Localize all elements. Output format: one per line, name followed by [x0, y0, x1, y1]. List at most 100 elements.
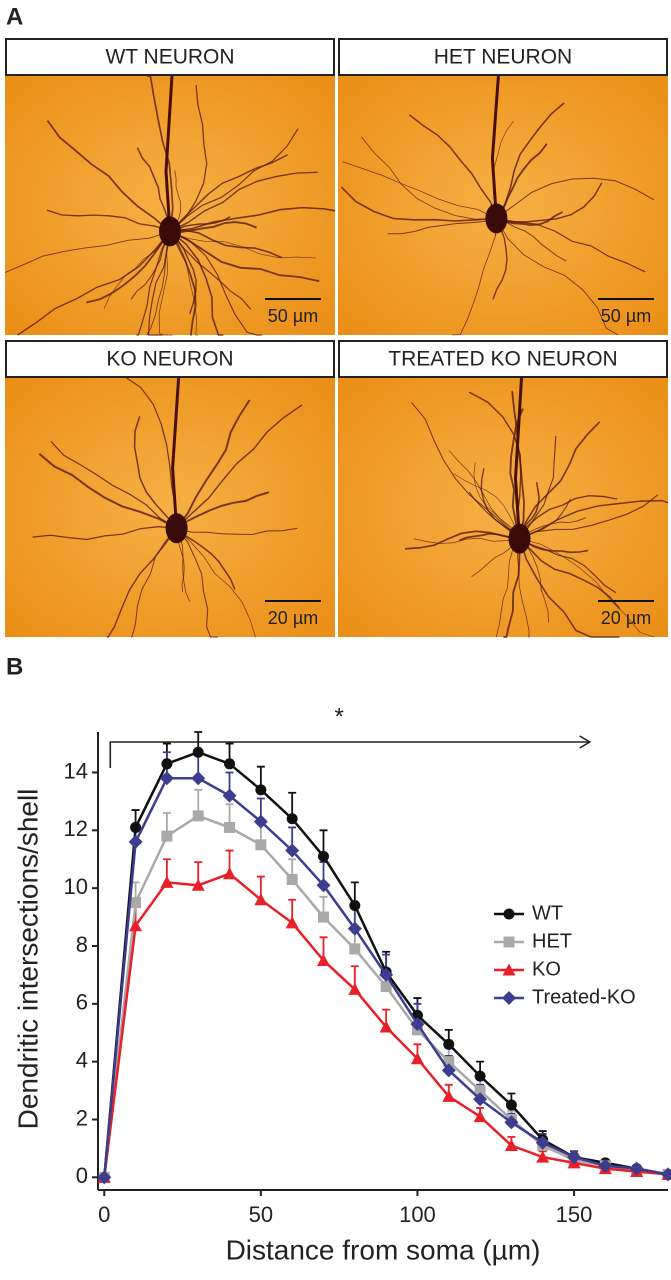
dendrite — [495, 538, 520, 638]
dendrite — [176, 527, 219, 638]
soma — [165, 513, 188, 544]
data-point — [159, 771, 174, 786]
y-tick-label: 8 — [76, 932, 88, 957]
dendrite — [496, 177, 655, 219]
y-tick-label: 12 — [64, 816, 88, 841]
data-point — [379, 1020, 393, 1033]
title-box — [5, 38, 335, 76]
image-title: WT NEURON — [105, 46, 234, 69]
dendrite — [492, 218, 508, 300]
dendrite — [480, 468, 520, 540]
legend-marker — [503, 936, 515, 948]
legend-label: WT — [532, 902, 563, 924]
dendrite — [176, 527, 256, 638]
dendrite — [342, 161, 497, 219]
data-point — [192, 810, 204, 822]
data-point — [474, 1085, 486, 1097]
dendrite — [340, 186, 497, 222]
dendrite — [411, 402, 520, 539]
arrow-head — [579, 735, 592, 749]
scale-bar-label: 50 µm — [268, 306, 318, 326]
data-point — [349, 943, 361, 955]
data-point — [505, 1099, 517, 1111]
dendrite — [32, 526, 177, 541]
dendrite — [387, 218, 497, 235]
y-axis-label: Dendritic intersections/shell — [12, 789, 43, 1130]
data-point — [160, 875, 174, 888]
data-point — [380, 980, 392, 992]
data-point — [474, 1070, 486, 1082]
data-point — [222, 788, 237, 803]
dendrite — [169, 229, 283, 259]
dendrite — [404, 530, 520, 550]
dendrite — [496, 218, 619, 336]
dendrite — [46, 209, 171, 233]
apical-dendrite — [490, 75, 500, 219]
data-point — [191, 771, 206, 786]
data-point — [348, 982, 362, 995]
y-tick-label: 0 — [76, 1163, 88, 1188]
scale-bar-label: 50 µm — [601, 306, 651, 326]
dendrite — [169, 206, 336, 233]
y-tick-label: 14 — [64, 758, 88, 783]
x-tick-label: 100 — [399, 1202, 436, 1227]
annotation-arrow — [109, 741, 590, 768]
data-point — [473, 1092, 488, 1107]
title-box — [5, 340, 335, 378]
dendrite — [519, 538, 617, 594]
data-point — [286, 873, 298, 885]
dendrite — [519, 494, 659, 540]
data-point — [317, 850, 329, 862]
data-point — [253, 814, 268, 829]
data-point — [285, 843, 300, 858]
dendrite — [516, 538, 530, 638]
dendrite — [147, 75, 174, 232]
data-point — [255, 839, 267, 851]
dendrite — [176, 491, 270, 530]
dendrite — [496, 217, 646, 273]
data-point — [255, 784, 267, 796]
data-point — [443, 1056, 455, 1068]
dendrite — [473, 462, 520, 539]
data-point — [535, 1135, 550, 1150]
annotation: * — [334, 703, 343, 730]
data-point — [442, 1089, 456, 1102]
dendrite — [169, 230, 197, 315]
dendrite — [4, 230, 171, 273]
title-box — [338, 38, 668, 76]
micrograph — [338, 76, 668, 335]
data-point — [191, 878, 205, 891]
dendrite — [169, 230, 224, 336]
data-point — [504, 1115, 519, 1130]
dendrite — [509, 408, 524, 539]
apical-dendrite — [513, 377, 523, 539]
dendrite — [131, 527, 177, 638]
dendrite — [106, 527, 178, 638]
dendrite — [169, 231, 316, 259]
panel-label: A — [6, 3, 23, 30]
data-point — [128, 834, 143, 849]
data-point — [410, 1052, 424, 1065]
title-box — [338, 340, 668, 378]
y-tick-label: 4 — [76, 1047, 88, 1072]
data-point — [379, 967, 394, 982]
dendrite — [169, 171, 318, 233]
dendrite — [136, 231, 171, 336]
data-point — [316, 953, 330, 966]
dendrite — [147, 231, 171, 336]
scale-bar-label: 20 µm — [601, 608, 651, 628]
dendrite — [133, 416, 178, 529]
data-point — [410, 1017, 425, 1032]
dendrite — [413, 537, 520, 544]
soma — [508, 523, 531, 554]
dendrite — [158, 231, 173, 336]
data-point — [161, 758, 173, 770]
dendrite — [17, 230, 171, 336]
data-point — [254, 893, 268, 906]
data-point — [130, 897, 142, 909]
data-point — [97, 1170, 112, 1185]
data-point — [161, 830, 173, 842]
dendrite — [518, 538, 621, 610]
dendrite — [496, 218, 567, 262]
